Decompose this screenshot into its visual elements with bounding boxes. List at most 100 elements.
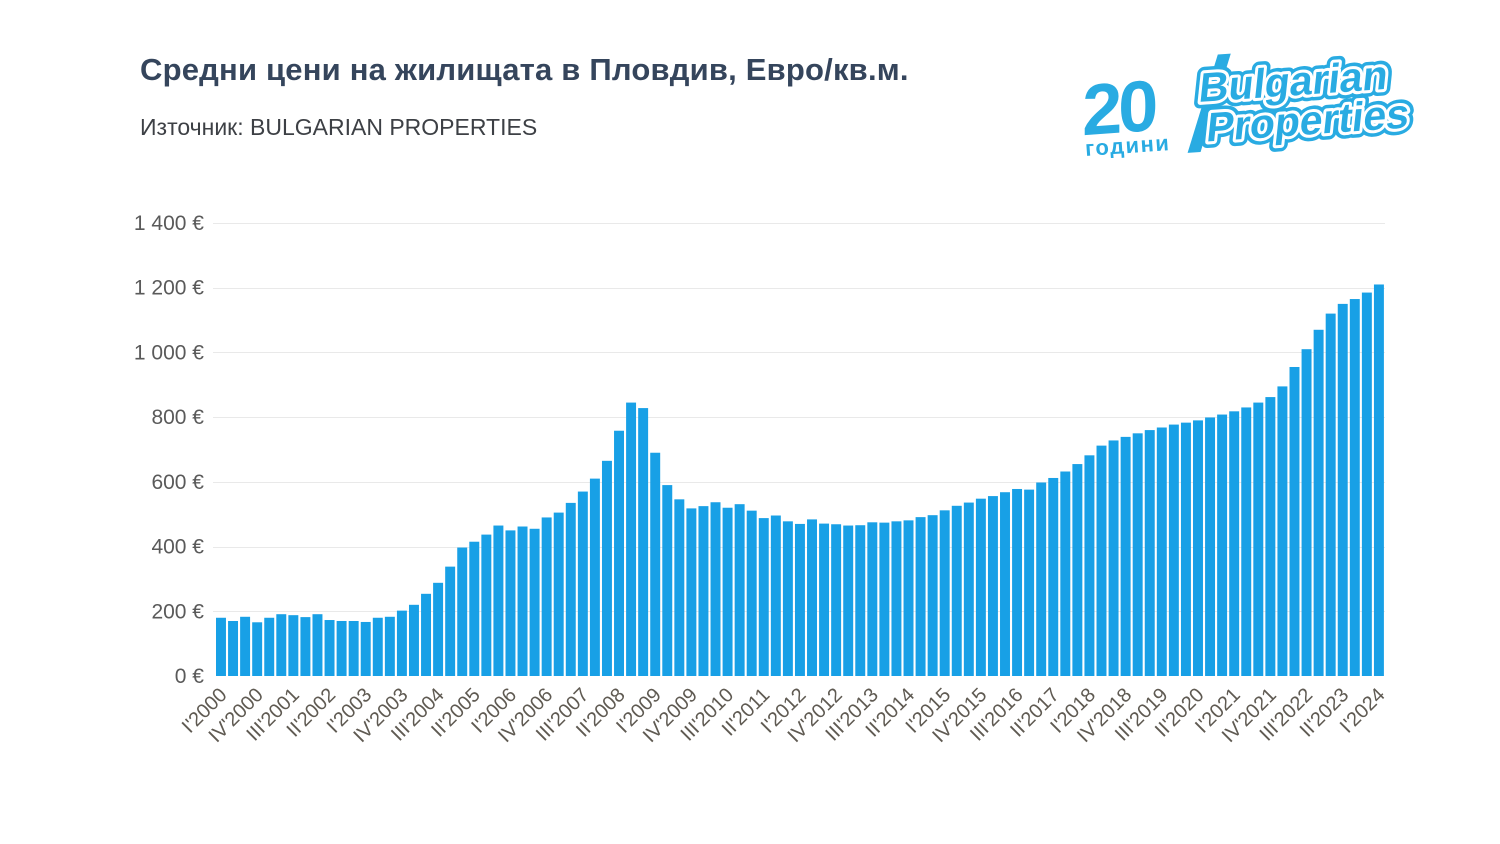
bar [746,510,757,676]
bar [1241,407,1252,676]
bar [601,460,612,676]
y-axis-tick-label: 0 € [175,665,205,688]
bar [457,547,468,676]
bar [1337,303,1348,676]
chart-title: Средни цени на жилищата в Пловдив, Евро/… [140,52,909,87]
bar [481,534,492,676]
y-axis-tick-label: 600 € [151,471,204,494]
bar [794,523,805,676]
bar [1132,433,1143,676]
bar [1036,482,1047,676]
bar [1313,329,1324,676]
y-axis-labels: 0 € 200 € 400 € 600 € 800 € 1 000 € 1 200 € 1 4… [134,212,204,688]
bar [843,525,854,676]
bar [505,530,516,676]
logo-slash-icon [1187,53,1231,153]
bar [264,617,275,676]
bar [396,610,407,676]
bar [650,452,661,676]
bar [1325,313,1336,676]
bar [312,614,323,676]
bar [1301,349,1312,676]
logo-years-word: години [1084,130,1171,158]
bar [951,505,962,676]
bar [1156,427,1167,676]
bar [831,524,842,676]
bar [915,517,926,676]
bar [782,521,793,676]
bar [1217,414,1228,676]
bar [408,604,419,676]
bar [855,525,866,676]
bar [807,519,817,676]
bar [903,520,914,676]
y-axis-tick-label: 1 400 € [134,212,204,235]
bar [445,566,456,676]
bulgarian-properties-logo: 20 години Bulgarian Properties Bulgarian… [1082,45,1418,158]
y-axis-tick-label: 1 200 € [134,277,204,300]
bar [698,506,709,677]
bar [1205,417,1216,676]
bar [927,515,938,676]
chart-header: Средни цени на жилищата в Пловдив, Евро/… [140,52,909,141]
bar [240,616,251,676]
bar [891,521,902,676]
bar [421,593,432,676]
bar [1084,455,1095,676]
bar [975,498,986,676]
bar [276,614,287,676]
bar [1120,436,1131,676]
bar [1048,477,1059,676]
bar [1253,402,1264,676]
bar [710,502,721,676]
bar [384,616,395,676]
bar [1060,471,1071,676]
bar [348,620,359,676]
bar [216,617,226,676]
bar [662,485,673,676]
y-axis-tick-label: 200 € [151,600,204,623]
bar [1229,411,1240,676]
bar [987,496,998,676]
logo-years-number: 20 [1082,66,1156,151]
bar [1072,464,1083,676]
bar [686,508,697,676]
bar [565,502,576,676]
bar [722,507,733,676]
bar [1361,292,1372,676]
bar [433,582,444,676]
bar [963,502,974,676]
bar [1180,422,1191,676]
bar [589,478,600,676]
bar [228,620,239,676]
x-axis-labels: I'2000IV'2000III'2001II'2002I'2003IV'200… [178,684,1390,747]
bar [529,528,540,676]
bar [324,620,335,676]
bar [252,622,263,676]
bar [1349,299,1360,676]
bar [1012,488,1023,676]
bar [734,504,745,676]
y-axis-tick-label: 1 000 € [134,341,204,364]
y-axis-tick-label: 800 € [151,406,204,429]
bar [1096,445,1107,676]
bar [867,522,878,676]
bar [493,525,504,676]
bar [770,515,781,676]
bar [819,523,830,676]
bar [360,621,371,676]
bar [1277,386,1288,676]
bar [1289,366,1300,676]
bar [674,499,685,676]
bar [939,510,950,676]
bar [638,408,649,676]
chart-source-label: Източник: BULGARIAN PROPERTIES [140,114,538,140]
logo-brand-line2-outline: Properties [1205,90,1412,150]
y-axis-tick-label: 400 € [151,536,204,559]
bar [1000,492,1010,676]
bar [517,526,528,676]
bar [541,517,552,676]
bar [1108,440,1119,676]
bar [1373,284,1384,676]
